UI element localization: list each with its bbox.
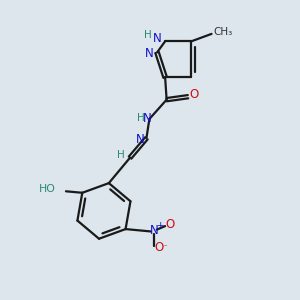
Text: N: N — [142, 112, 152, 124]
Text: HO: HO — [39, 184, 56, 194]
Text: N: N — [152, 32, 161, 45]
Text: ⁻: ⁻ — [162, 243, 167, 252]
Text: O: O — [154, 241, 163, 254]
Text: O: O — [165, 218, 175, 231]
Text: CH₃: CH₃ — [213, 27, 232, 37]
Text: H: H — [144, 30, 152, 40]
Text: H: H — [117, 150, 125, 160]
Text: N: N — [136, 133, 145, 146]
Text: N: N — [149, 224, 158, 237]
Text: H: H — [136, 112, 144, 122]
Text: O: O — [189, 88, 199, 101]
Text: N: N — [145, 47, 154, 60]
Text: +: + — [156, 221, 164, 230]
